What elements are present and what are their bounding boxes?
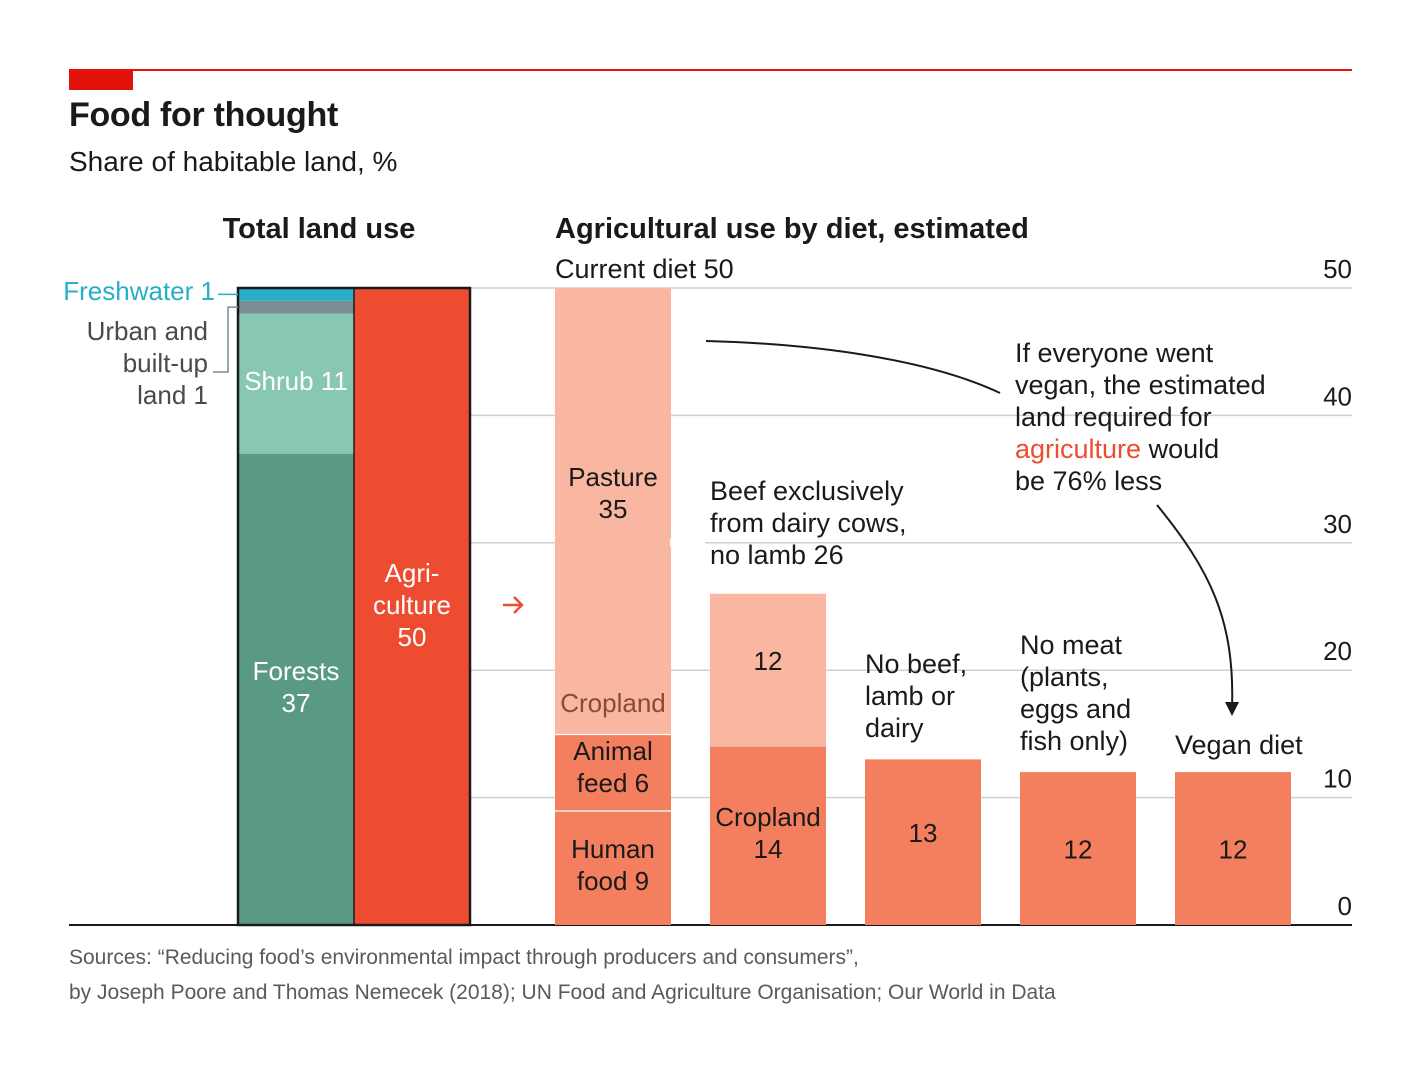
diet-4-header-line-1: No meat — [1020, 630, 1123, 660]
annotation-line-3: land required for — [1015, 402, 1212, 432]
urban-label-line-2: built-up — [123, 348, 208, 378]
urban-label-line-1: Urban and — [87, 316, 208, 346]
diet-2-pasture-label: 12 — [754, 646, 783, 676]
diet-2-header-line-1: Beef exclusively — [710, 476, 904, 506]
y-tick-label-30: 30 — [1323, 509, 1352, 539]
urban-label-line-3: land 1 — [137, 380, 208, 410]
human-food-label-line-1: Human — [571, 834, 655, 864]
y-tick-label-40: 40 — [1323, 381, 1352, 411]
shrub-label: Shrub 11 — [244, 366, 348, 396]
panel-arrow-icon — [503, 596, 524, 614]
human-food-label-line-2: food 9 — [577, 866, 649, 896]
annotation-curve-top — [705, 340, 1001, 394]
bar-diet-2-seg-1 — [710, 746, 826, 925]
annotation-line-1: If everyone went — [1015, 338, 1214, 368]
diet-2-cropland-label-line-1: Cropland — [715, 802, 821, 832]
annotation-span-3-1: land required for — [1015, 402, 1212, 432]
diet-3-header-line-2: lamb or — [865, 681, 955, 711]
diet-1-header: Current diet 50 — [555, 254, 734, 284]
diet-2-header-line-2: from dairy cows, — [710, 508, 907, 538]
bar-freshwater — [238, 288, 354, 301]
y-tick-label-50: 50 — [1323, 254, 1352, 284]
cropland-label-current: Cropland — [560, 688, 666, 718]
y-tick-label-10: 10 — [1323, 764, 1352, 794]
bar-diet-1-seg-1 — [555, 810, 671, 925]
annotation-curve-bottom — [1156, 504, 1234, 709]
bar-forests — [238, 453, 354, 925]
pasture-label-line-2: 35 — [599, 494, 628, 524]
forests-label-line-1: Forests — [253, 656, 340, 686]
bar-diet-1-seg-2 — [555, 733, 671, 811]
bar-shrub — [238, 313, 354, 454]
agriculture-label-line-1: Agri- — [385, 558, 440, 588]
annotation-line-5: be 76% less — [1015, 466, 1162, 496]
diet-3-header-line-1: No beef, — [865, 649, 967, 679]
annotation-line-4: agriculture would — [1015, 434, 1219, 464]
diet-3-value-label: 13 — [909, 818, 938, 848]
diet-4-header-line-3: eggs and — [1020, 694, 1131, 724]
bar-diet-4-seg-1 — [1020, 772, 1136, 925]
annotation-arrowhead-icon — [1225, 702, 1239, 716]
chart-subtitle: Share of habitable land, % — [69, 146, 398, 177]
animal-feed-label-line-1: Animal — [573, 736, 652, 766]
chart-title: Food for thought — [69, 96, 338, 134]
source-line-2: by Joseph Poore and Thomas Nemecek (2018… — [69, 981, 1056, 1004]
annotation-span-2-1: vegan, the estimated — [1015, 370, 1266, 400]
bar-diet-3-seg-1 — [865, 759, 981, 925]
annotation-span-5-1: be 76% less — [1015, 466, 1162, 496]
bar-urban-and-built-up-land — [238, 300, 354, 314]
annotation-span-1-1: If everyone went — [1015, 338, 1214, 368]
agriculture-label-line-3: 50 — [398, 622, 427, 652]
diet-4-header-line-2: (plants, — [1020, 662, 1109, 692]
y-tick-label-0: 0 — [1338, 891, 1352, 921]
annotation-span-4-1: agriculture — [1015, 434, 1141, 464]
bar-agriculture — [354, 288, 470, 925]
forests-label-line-2: 37 — [282, 688, 311, 718]
bar-diet-5-seg-1 — [1175, 772, 1291, 925]
diet-4-header-line-4: fish only) — [1020, 726, 1128, 756]
agriculture-label-line-2: culture — [373, 590, 451, 620]
header-accent-block — [69, 69, 133, 90]
panel-title-total: Total land use — [223, 213, 416, 245]
diet-2-cropland-label-line-2: 14 — [754, 834, 783, 864]
urban-leader — [213, 306, 238, 373]
annotation-span-4-2: would — [1141, 434, 1219, 464]
header-rule — [69, 69, 1352, 71]
bar-diet-2-seg-2 — [710, 593, 826, 747]
diet-5-header-line-1: Vegan diet — [1175, 730, 1303, 760]
diet-2-header-line-3: no lamb 26 — [710, 540, 844, 570]
freshwater-label: Freshwater 1 — [63, 276, 215, 306]
pasture-label-line-1: Pasture — [568, 462, 658, 492]
diet-4-value-label: 12 — [1064, 835, 1093, 865]
y-tick-label-20: 20 — [1323, 636, 1352, 666]
diet-5-value-label: 12 — [1219, 835, 1248, 865]
panel-title-diet: Agricultural use by diet, estimated — [555, 213, 1029, 245]
diet-3-header-line-3: dairy — [865, 713, 924, 743]
annotation-line-2: vegan, the estimated — [1015, 370, 1266, 400]
source-line-1: Sources: “Reducing food’s environmental … — [69, 946, 859, 969]
animal-feed-label-line-2: feed 6 — [577, 768, 649, 798]
bar-diet-1-seg-3 — [555, 288, 671, 734]
